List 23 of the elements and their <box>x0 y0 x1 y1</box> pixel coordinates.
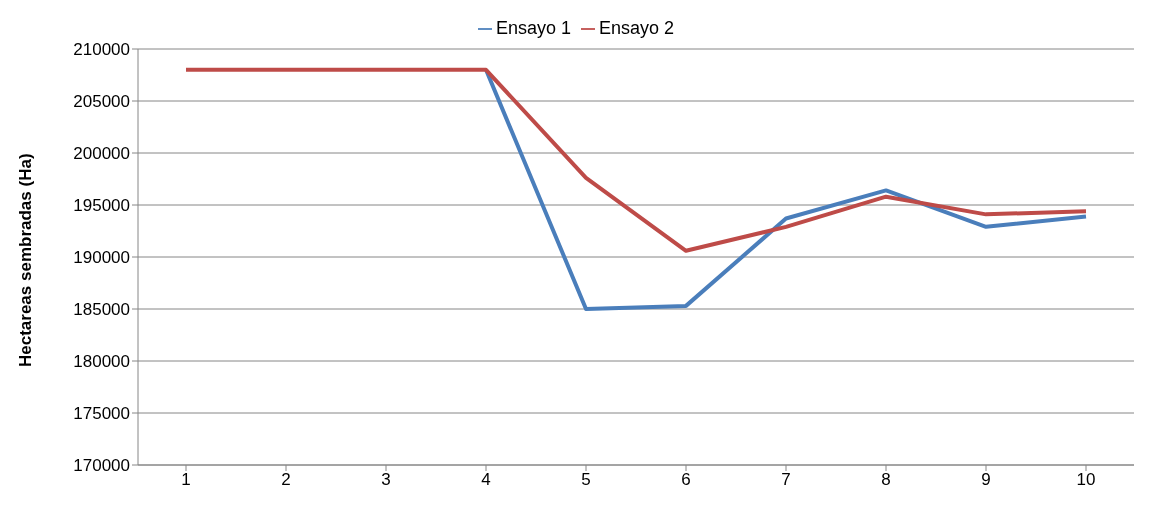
x-tick-label: 3 <box>381 470 391 490</box>
y-tick-label: 195000 <box>73 196 130 216</box>
x-tick-label: 5 <box>581 470 591 490</box>
y-tick-label: 175000 <box>73 404 130 424</box>
y-tick-label: 170000 <box>73 456 130 476</box>
legend-label: Ensayo 2 <box>599 18 675 38</box>
y-tick-label: 190000 <box>73 248 130 268</box>
legend-label: Ensayo 1 <box>495 18 571 38</box>
x-tick-label: 10 <box>1076 470 1096 490</box>
x-tick-label: 4 <box>481 470 491 490</box>
x-tick-label: 1 <box>181 470 191 490</box>
x-tick-label: 6 <box>681 470 691 490</box>
y-tick-label: 185000 <box>73 300 130 320</box>
y-tick-label: 205000 <box>73 92 130 112</box>
x-tick-label: 7 <box>781 470 791 490</box>
y-tick-label: 200000 <box>73 144 130 164</box>
x-tick-label: 2 <box>281 470 291 490</box>
line-series <box>184 67 1088 253</box>
x-tick-label: 8 <box>881 470 891 490</box>
y-tick-label: 210000 <box>73 40 130 60</box>
x-tick-label: 9 <box>981 470 991 490</box>
y-axis-title: Hectareas sembradas (Ha) <box>16 153 36 367</box>
y-tick-label: 180000 <box>73 352 130 372</box>
